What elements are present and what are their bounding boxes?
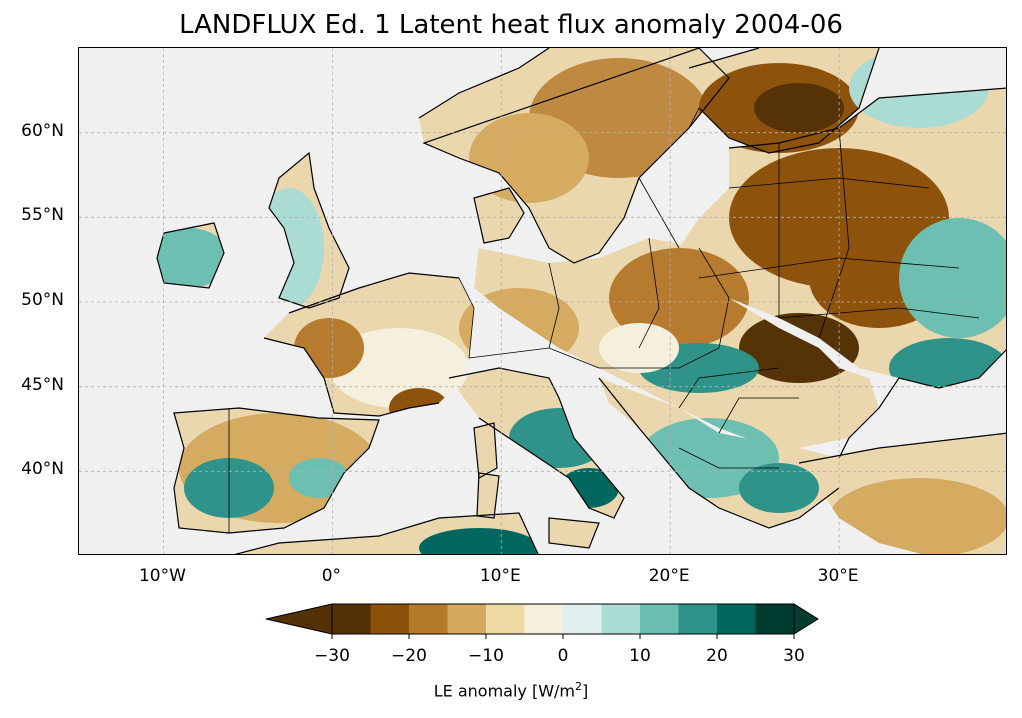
colorbar-tick-label: −10 [468,646,504,666]
colorbar-tick-label: 10 [629,646,651,666]
map-panel [78,47,1007,555]
colorbar-label: LE anomaly [W/m2] [0,680,1022,700]
map-title: LANDFLUX Ed. 1 Latent heat flux anomaly … [179,10,843,40]
colorbar-tick-label: −20 [391,646,427,666]
lat-tick-label: 50°N [21,290,64,310]
colorbar-segment [409,604,448,634]
colorbar [265,603,819,639]
colorbar-tick-label: 20 [706,646,728,666]
colorbar-tick-label: 0 [557,646,569,666]
colorbar-extend-low [265,603,333,635]
map-canvas [79,48,1006,554]
colorbar-extend-high [793,603,819,635]
lat-tick-label: 55°N [21,205,64,226]
colorbar-segment [640,604,679,634]
lat-tick-label: 60°N [21,120,64,141]
colorbar-segment [447,604,487,634]
colorbar-segment [486,604,525,634]
gridlines [79,48,1006,554]
colorbar-tick-label: −30 [314,646,350,666]
lon-tick-label: 20°E [648,566,690,586]
colorbar-segment [524,604,564,634]
colorbar-segment [370,604,410,634]
colorbar-tick-label: 30 [783,646,805,666]
colorbar-segment [563,604,602,634]
lat-tick-label: 45°N [21,374,64,395]
lon-tick-label: 0° [321,566,342,586]
lon-tick-label: 10°W [138,566,186,586]
lon-tick-label: 10°E [479,566,521,586]
anomaly-field [157,48,1006,554]
colorbar-segment [755,604,795,634]
colorbar-segment [601,604,641,634]
colorbar-label-end: ] [582,681,589,701]
colorbar-segment [332,604,371,634]
colorbar-label-sup: 2 [575,680,583,693]
lon-tick-label: 30°E [817,566,859,586]
colorbar-segment [678,604,718,634]
lat-tick-label: 40°N [21,459,64,480]
colorbar-segment [717,604,756,634]
colorbar-label-main: LE anomaly [W/m [433,681,576,701]
